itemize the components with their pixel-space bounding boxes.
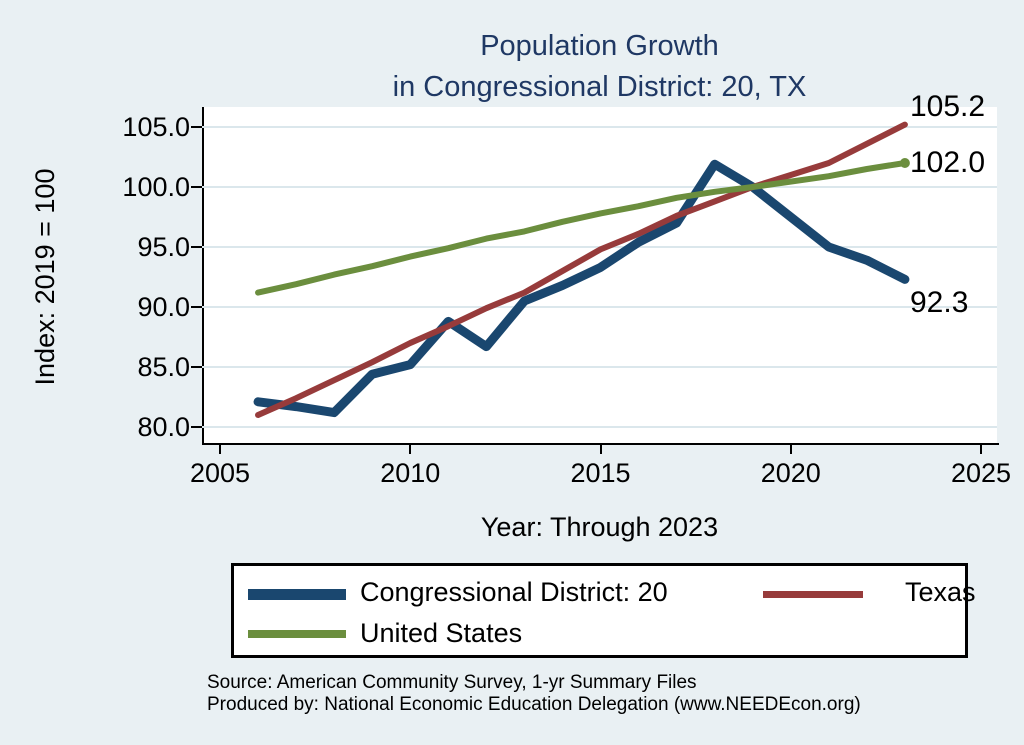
chart-title-line2: in Congressional District: 20, TX — [392, 71, 807, 103]
end-label-texas: 105.2 — [910, 89, 986, 123]
y-tick-mark — [191, 306, 202, 308]
x-tick-mark — [789, 445, 792, 454]
x-tick-mark — [409, 445, 412, 454]
legend-label-texas: Texas — [905, 577, 976, 607]
y-tick-mark — [191, 366, 202, 368]
x-tick-label: 2015 — [570, 458, 631, 488]
legend-label-united-states: United States — [360, 618, 523, 648]
legend-swatch-texas — [763, 591, 863, 598]
x-tick-mark — [980, 445, 982, 454]
end-label-united-states: 102.0 — [910, 146, 986, 179]
produced-by-note: Produced by: National Economic Education… — [207, 694, 861, 715]
x-tick-label: 2005 — [189, 458, 251, 488]
y-tick-mark — [191, 426, 202, 428]
series-line-congressional-district — [253, 159, 910, 418]
y-tick-label: 90.0 — [137, 292, 190, 322]
series-plot — [202, 121, 997, 428]
end-marker-dot — [899, 158, 910, 168]
y-tick-label: 95.0 — [137, 232, 190, 262]
x-tick-mark — [219, 445, 221, 454]
source-note: Source: American Community Survey, 1-yr … — [207, 672, 697, 693]
y-axis-title: Index: 2019 = 100 — [30, 168, 60, 386]
x-tick-label: 2025 — [950, 458, 1012, 488]
y-tick-mark — [191, 246, 202, 248]
y-tick-label: 105.0 — [122, 112, 190, 142]
x-axis-line — [202, 443, 999, 445]
y-tick-label: 85.0 — [137, 352, 190, 382]
y-tick-mark — [191, 126, 202, 128]
legend-swatch-united-states — [248, 630, 346, 638]
series-line-united-states — [255, 160, 908, 296]
chart-title-line1: Population Growth — [480, 30, 719, 62]
legend-swatch-congressional-district — [248, 589, 346, 600]
x-tick-label: 2020 — [760, 458, 821, 488]
y-axis-line — [202, 107, 204, 445]
source-notes: Source: American Community Survey, 1-yr … — [207, 672, 861, 716]
y-tick-label: 80.0 — [137, 412, 190, 442]
legend-box: Congressional District: 20 Texas United … — [231, 563, 976, 658]
legend-label-congressional-district: Congressional District: 20 — [360, 577, 668, 607]
x-tick-label: 2010 — [380, 458, 441, 488]
y-tick-label: 100.0 — [122, 172, 190, 202]
chart-title: Population Growth in Congressional Distr… — [202, 26, 997, 108]
y-tick-mark — [191, 186, 202, 188]
x-axis-title: Year: Through 2023 — [480, 512, 719, 542]
x-tick-mark — [599, 445, 602, 454]
series-line-texas — [255, 121, 908, 418]
end-label-congressional-district: 92.3 — [910, 286, 969, 320]
